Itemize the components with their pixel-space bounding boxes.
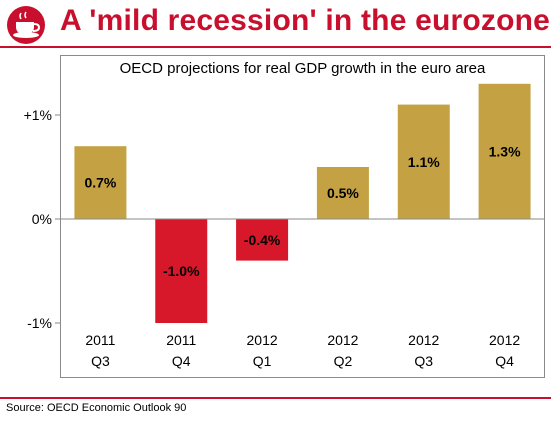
data-label: 1.3% — [489, 143, 521, 159]
bar — [236, 219, 289, 261]
x-tick-label-year: 2012 — [489, 332, 520, 348]
data-label: 0.5% — [327, 185, 359, 201]
header-divider — [0, 46, 551, 48]
x-tick-label-quarter: Q1 — [253, 353, 272, 369]
y-tick-label: 0% — [32, 211, 52, 227]
coffee-cup-icon — [7, 6, 45, 44]
chart-title: OECD projections for real GDP growth in … — [119, 60, 486, 77]
x-tick-label-year: 2012 — [408, 332, 439, 348]
y-tick-label: -1% — [27, 315, 52, 331]
bar — [478, 83, 531, 219]
x-tick-label-quarter: Q4 — [495, 353, 514, 369]
source-note: Source: OECD Economic Outlook 90 — [6, 402, 187, 414]
bar — [316, 167, 369, 219]
x-tick-label-year: 2011 — [166, 332, 196, 348]
data-label: 1.1% — [408, 154, 440, 170]
footer-divider — [0, 397, 551, 399]
x-tick-label-quarter: Q4 — [172, 353, 191, 369]
bar — [74, 146, 127, 219]
data-label: -0.4% — [244, 232, 281, 248]
data-label: -1.0% — [163, 263, 200, 279]
x-tick-label-year: 2012 — [247, 332, 278, 348]
bar — [397, 104, 450, 219]
chart-frame — [60, 55, 545, 378]
header: A 'mild recession' in the eurozone — [0, 0, 551, 48]
y-tick-label: +1% — [24, 107, 52, 123]
data-label: 0.7% — [84, 175, 116, 191]
x-tick-label-quarter: Q3 — [91, 353, 110, 369]
x-tick-label-quarter: Q3 — [414, 353, 433, 369]
x-tick-label-year: 2012 — [327, 332, 358, 348]
x-tick-label-year: 2011 — [85, 332, 115, 348]
bar — [155, 219, 208, 323]
page-title: A 'mild recession' in the eurozone — [60, 4, 551, 37]
x-tick-label-quarter: Q2 — [334, 353, 353, 369]
